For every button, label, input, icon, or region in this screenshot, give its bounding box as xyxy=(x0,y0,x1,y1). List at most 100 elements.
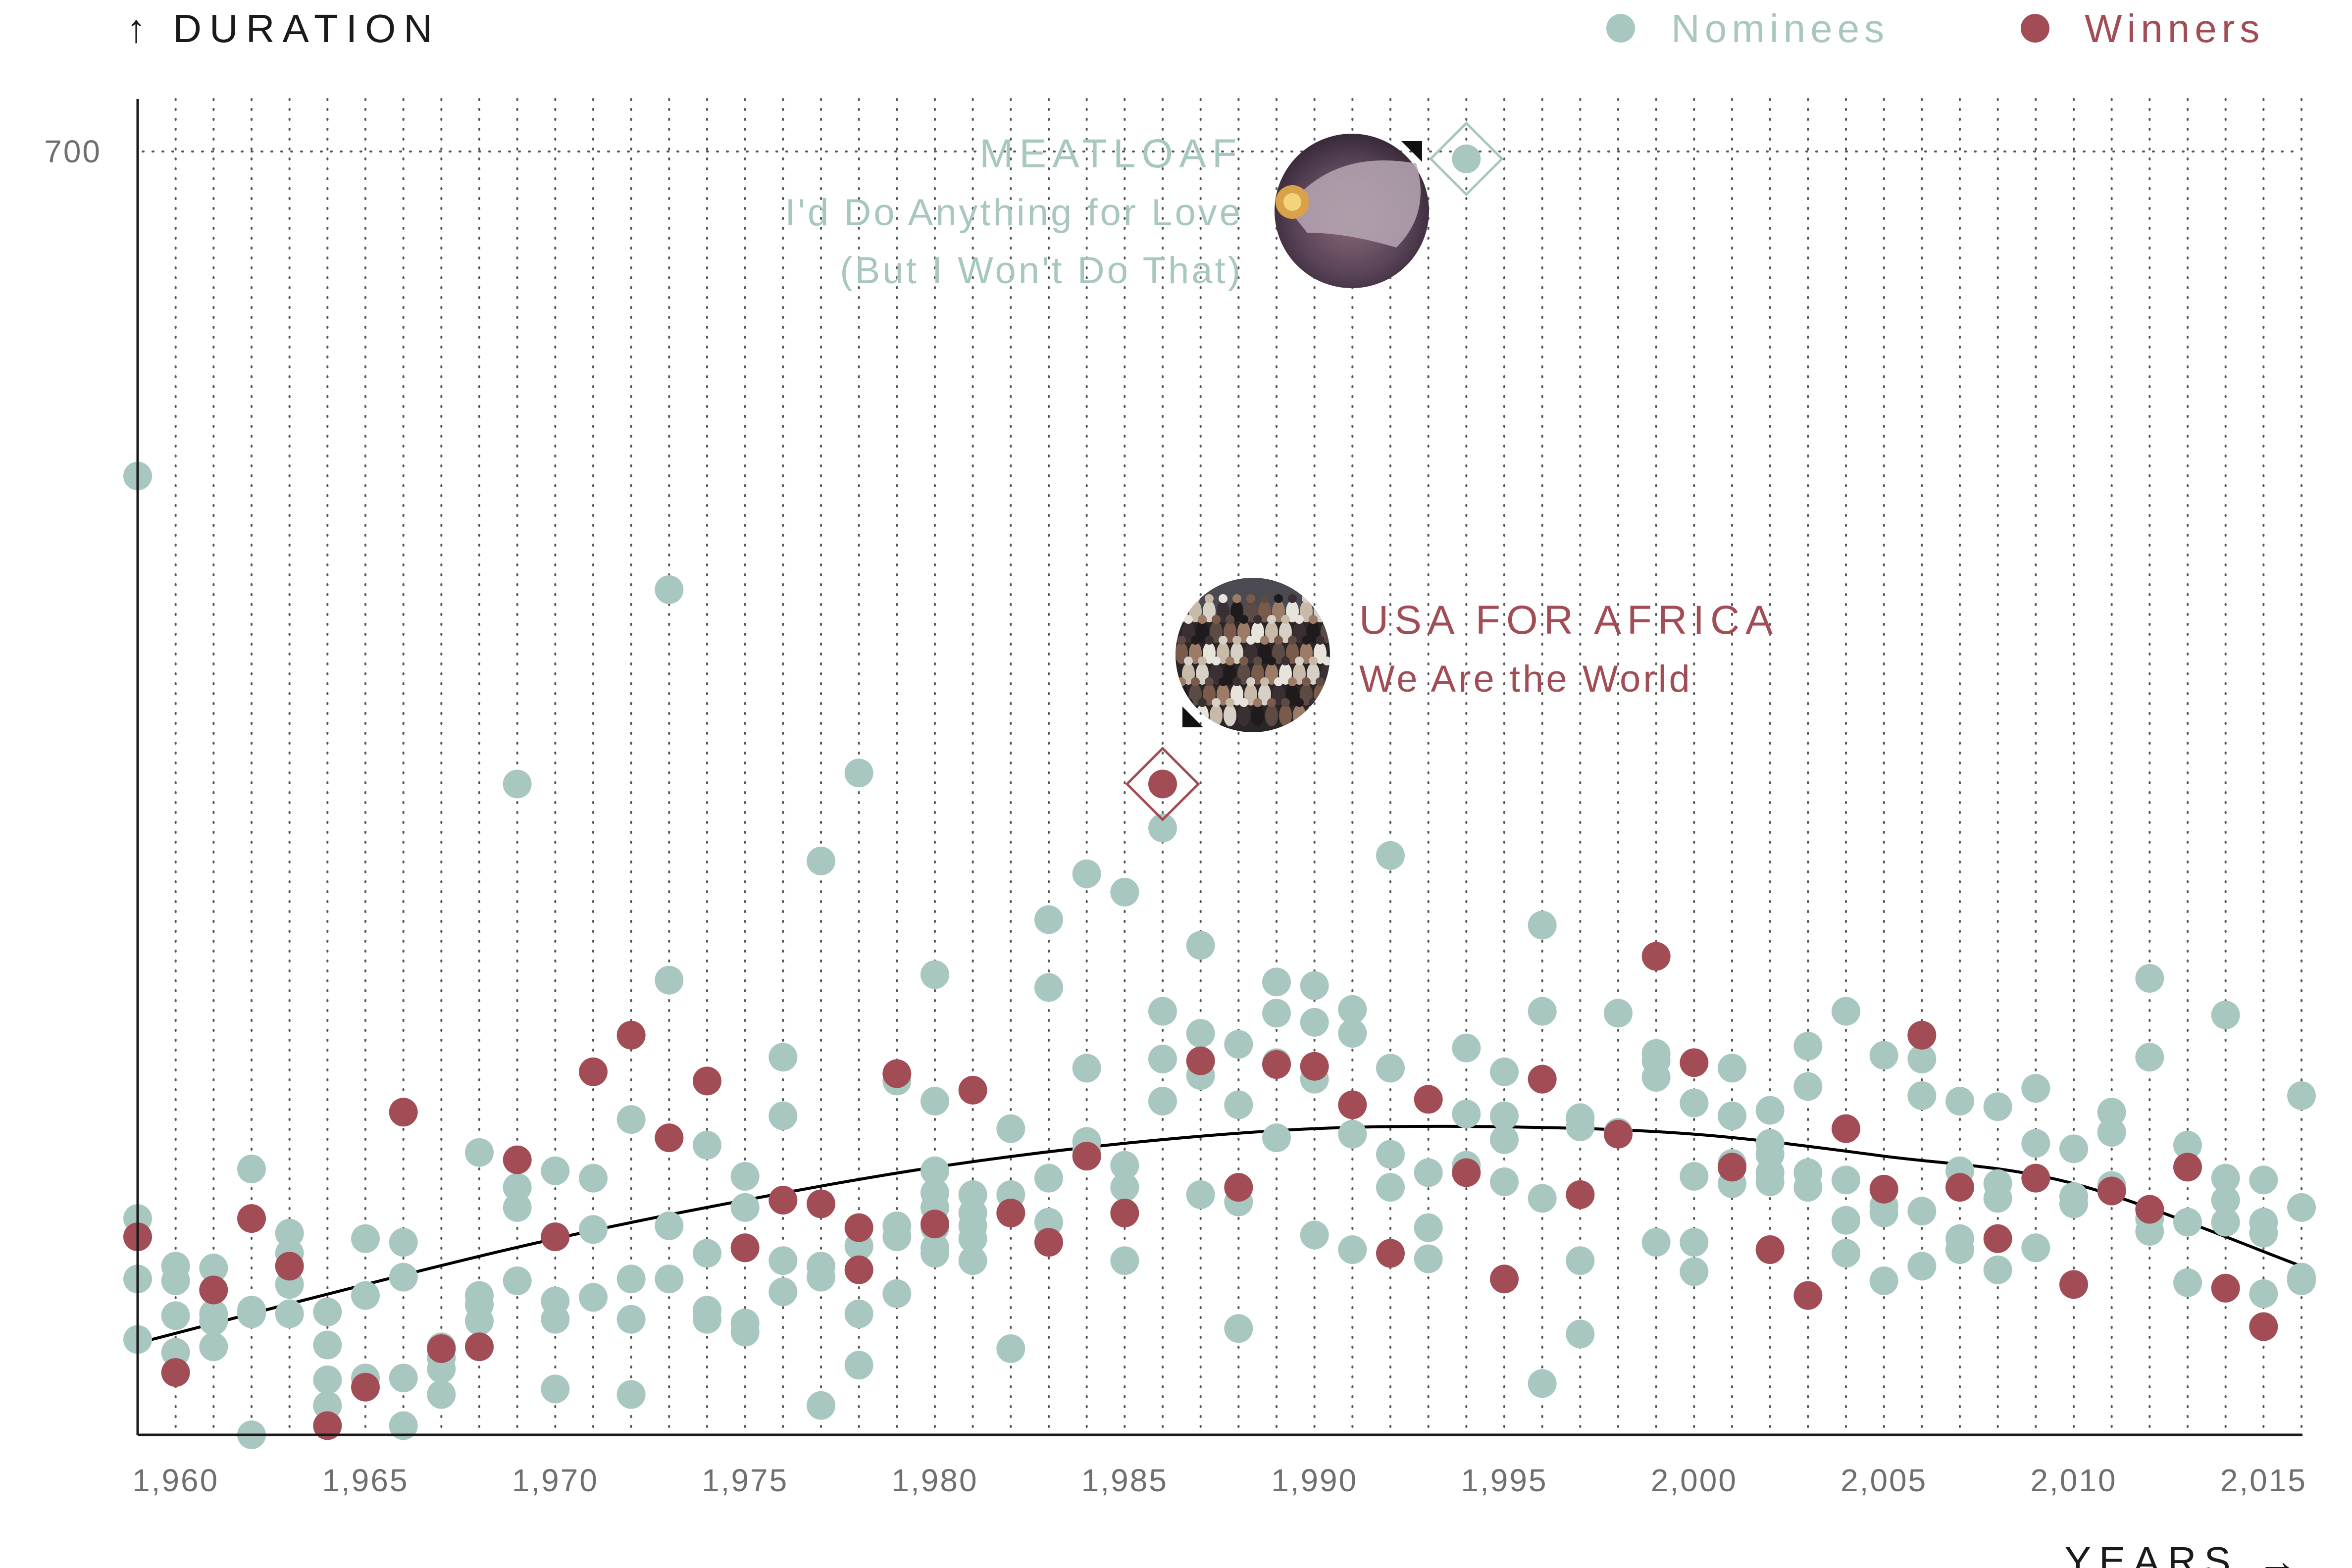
crowd-figure-body xyxy=(1210,705,1223,726)
crowd-figure-head xyxy=(1316,594,1325,603)
nominee-point xyxy=(1072,859,1101,888)
crowd-figure-body xyxy=(1176,642,1188,664)
crowd-figure-body xyxy=(1230,642,1243,664)
winner-point xyxy=(1072,1142,1101,1171)
nominee-point xyxy=(844,759,873,788)
winner-point xyxy=(1224,1173,1253,1202)
nominee-point xyxy=(427,1380,456,1409)
crowd-figure-body xyxy=(1272,684,1285,706)
nominee-point xyxy=(351,1281,380,1310)
highlight-diamond-meatloaf xyxy=(1429,121,1504,197)
nominee-point xyxy=(920,1178,949,1208)
winner-point xyxy=(655,1123,684,1153)
nominee-point xyxy=(2021,1129,2050,1158)
crowd-figure-body xyxy=(1210,621,1223,643)
nominee-point xyxy=(996,1334,1025,1363)
crowd-figure-body xyxy=(1300,642,1313,664)
crowd-figure-body xyxy=(1300,684,1313,706)
crowd-figure-head xyxy=(1309,657,1318,665)
nominee-point xyxy=(161,1252,190,1281)
nominee-point xyxy=(503,1193,532,1222)
crowd-figure-body xyxy=(1224,621,1236,643)
crowd-figure-head xyxy=(1205,636,1214,645)
crowd-figure-head xyxy=(1309,615,1318,624)
nominee-point xyxy=(1983,1169,2012,1198)
nominee-point xyxy=(920,960,949,989)
legend-winners-label: Winners xyxy=(2085,6,2264,51)
crowd-figure-head xyxy=(1212,657,1221,665)
nominee-point xyxy=(1110,877,1139,907)
nominee-point xyxy=(2173,1130,2202,1160)
nominee-point xyxy=(1528,910,1557,940)
crowd-figure-head xyxy=(1198,657,1207,665)
nominee-point xyxy=(1755,1096,1785,1125)
nominee-point xyxy=(958,1180,987,1209)
winner-point xyxy=(579,1057,608,1086)
nominee-point xyxy=(1793,1158,1823,1187)
winner-point xyxy=(199,1275,228,1305)
nominee-point xyxy=(616,1265,646,1294)
crowd-figure-body xyxy=(1244,642,1257,664)
winner-point xyxy=(1641,942,1671,971)
nominee-point xyxy=(1452,144,1481,173)
crowd-figure-head xyxy=(1316,677,1325,686)
annotation-meatloaf-artist: MEATLOAF xyxy=(979,131,1243,176)
crowd-figure-head xyxy=(1239,615,1248,624)
crowd-figure-body xyxy=(1272,601,1285,622)
nominee-point xyxy=(655,1211,684,1240)
nominee-point xyxy=(1566,1103,1595,1132)
nominee-point xyxy=(1490,1101,1519,1130)
nominee-point xyxy=(465,1290,494,1319)
nominee-point xyxy=(920,1156,949,1185)
nominee-point xyxy=(2249,1208,2278,1237)
nominee-point xyxy=(1376,1173,1405,1202)
nominee-point xyxy=(1755,1129,1785,1158)
x-tick-label: 1,970 xyxy=(512,1463,599,1498)
crowd-figure-head xyxy=(1246,677,1255,686)
nominee-point xyxy=(655,1265,684,1294)
nominee-point xyxy=(313,1391,342,1420)
crowd-figure-head xyxy=(1281,615,1290,624)
winner-point xyxy=(1148,769,1177,799)
nominee-point xyxy=(503,1173,532,1202)
nominee-point xyxy=(1490,1167,1519,1197)
trend-layer xyxy=(137,1124,2302,1345)
nominee-point xyxy=(2021,1233,2050,1263)
winner-point xyxy=(1376,1239,1405,1268)
nominee-point xyxy=(1680,1257,1709,1286)
nominee-point xyxy=(616,1105,646,1134)
x-tick-label: 1,975 xyxy=(702,1463,788,1498)
crowd-figure-head xyxy=(1198,615,1207,624)
crowd-figure-body xyxy=(1307,705,1320,726)
crowd-figure-body xyxy=(1314,642,1327,664)
annotation-usa-for-africa-artist: USA FOR AFRICA xyxy=(1359,598,1779,643)
annotation-meatloaf-title-line1: I'd Do Anything for Love xyxy=(785,192,1243,234)
nominee-point xyxy=(1148,1087,1177,1116)
crowd-figure-body xyxy=(1217,601,1229,622)
crowd-figure-body xyxy=(1182,621,1195,643)
crowd-figure-body xyxy=(1286,601,1299,622)
nominee-point xyxy=(541,1374,570,1404)
crowd-figure-body xyxy=(1321,663,1330,685)
crowd-figure-head xyxy=(1253,698,1262,707)
winner-point xyxy=(1528,1064,1557,1094)
crowd-figure-body xyxy=(1293,663,1306,685)
nominee-point xyxy=(389,1411,418,1440)
winner-points xyxy=(123,769,2278,1440)
crowd-figure-head xyxy=(1239,657,1248,665)
nominee-point xyxy=(1680,1088,1709,1117)
crowd-figure-body xyxy=(1258,684,1271,706)
nominee-point xyxy=(1034,973,1063,1002)
nominee-point xyxy=(1945,1087,1974,1116)
crowd-figure-head xyxy=(1323,698,1330,707)
crowd-figure-head xyxy=(1274,636,1283,645)
crowd-figure-body xyxy=(1203,684,1216,706)
winner-point xyxy=(1718,1153,1746,1182)
nominee-point xyxy=(2135,1043,2164,1072)
crowd-figure-body xyxy=(1314,684,1327,706)
winner-point xyxy=(1983,1224,2012,1253)
winner-point xyxy=(541,1222,570,1252)
nominee-point xyxy=(2249,1165,2278,1195)
nominee-point xyxy=(1338,1119,1367,1149)
